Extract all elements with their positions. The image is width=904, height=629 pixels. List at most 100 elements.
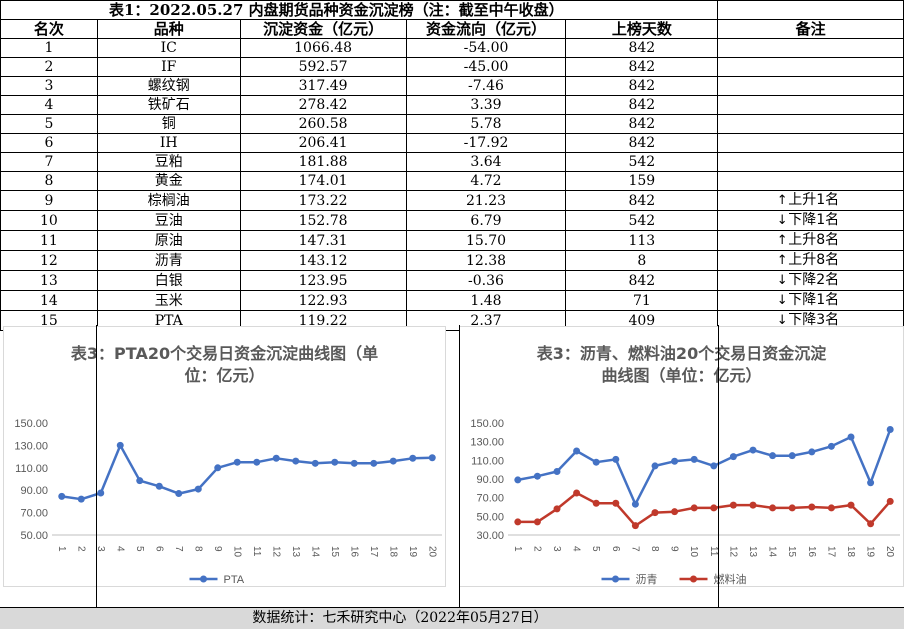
product-cell: IH — [96, 133, 241, 153]
rank-cell: 1 — [0, 38, 98, 58]
data-point — [573, 489, 581, 497]
data-point — [671, 508, 679, 516]
data-point — [311, 459, 319, 467]
legend-marker — [200, 575, 207, 583]
x-tick-label: 20 — [426, 546, 437, 558]
y-tick-label: 130.00 — [470, 437, 504, 449]
ranking-table: 表1：2022.05.27 内盘期货品种资金沉淀榜（注：截至中午收盘） 名次 品… — [0, 0, 904, 331]
table-row: 5 铜 260.58 5.78 842 — [0, 114, 904, 134]
note-text: 上升8名 — [788, 252, 840, 268]
x-tick-label: 19 — [407, 546, 418, 558]
table-title: 表1：2022.05.27 内盘期货品种资金沉淀榜（注：截至中午收盘） — [0, 0, 719, 20]
data-point — [409, 454, 417, 462]
days-cell: 542 — [565, 210, 719, 231]
data-point — [710, 504, 718, 512]
data-point — [749, 446, 757, 454]
rank-cell: 10 — [0, 210, 98, 231]
days-cell: 842 — [565, 114, 719, 134]
chart-title-line-1: 表3：PTA20个交易日资金沉淀曲线图（单 — [70, 344, 379, 363]
note-text: 下降3名 — [788, 312, 840, 328]
table-row: 4 铁矿石 278.42 3.39 842 — [0, 95, 904, 115]
data-point — [631, 522, 639, 530]
table-row: 13 白银 123.95 -0.36 842 ↓下降2名 — [0, 270, 904, 291]
note-cell — [717, 114, 904, 134]
series-line-0 — [61, 444, 433, 501]
x-tick-label: 9 — [212, 546, 223, 552]
x-tick-label: 1 — [56, 546, 67, 552]
table-row: 8 黄金 174.01 4.72 159 — [0, 171, 904, 191]
x-tick-label: 3 — [551, 546, 562, 552]
x-tick-label: 15 — [786, 546, 797, 558]
data-point — [867, 479, 875, 487]
table-title-row: 表1：2022.05.27 内盘期货品种资金沉淀榜（注：截至中午收盘） — [0, 0, 904, 20]
x-tick-label: 13 — [290, 546, 301, 558]
note-cell — [717, 152, 904, 172]
days-cell: 159 — [565, 171, 719, 191]
data-point — [331, 458, 339, 466]
flow-cell: 4.72 — [405, 171, 567, 191]
chart-title-line-1: 表3：沥青、燃料油20个交易日资金沉淀 — [536, 344, 827, 363]
footer-bar: 数据统计：七禾研究中心（2022年05月27日） — [0, 607, 904, 629]
pta-chart: 表3：PTA20个交易日资金沉淀曲线图（单 位：亿元） 50.00 70.00 90… — [3, 326, 446, 587]
header-name: 品种 — [96, 19, 241, 39]
data-point — [58, 492, 66, 500]
table-row: 15 PTA 119.22 2.37 409 ↓下降3名 — [0, 310, 904, 331]
product-cell: 铜 — [96, 114, 241, 134]
chart-title: 表3：沥青、燃料油20个交易日资金沉淀 曲线图（单位：亿元） — [460, 343, 903, 387]
rank-cell: 5 — [0, 114, 98, 134]
table-row: 9 棕榈油 173.22 21.23 842 ↑上升1名 — [0, 190, 904, 211]
data-point — [514, 518, 522, 526]
days-cell: 409 — [565, 310, 719, 331]
flow-cell: 1.48 — [405, 290, 567, 311]
rank-cell: 7 — [0, 152, 98, 172]
fund-cell: 181.88 — [239, 152, 407, 172]
note-cell: ↑上升8名 — [717, 230, 904, 251]
rank-cell: 12 — [0, 250, 98, 271]
data-point — [533, 472, 541, 480]
x-tick-label: 7 — [629, 546, 640, 552]
product-cell: 白银 — [96, 270, 241, 291]
legend-label: 燃料油 — [714, 572, 747, 586]
arrow-down-icon: ↓ — [776, 293, 788, 308]
arrow-down-icon: ↓ — [776, 273, 788, 288]
days-cell: 842 — [565, 76, 719, 96]
x-tick-label: 12 — [727, 546, 738, 558]
x-tick-label: 19 — [865, 546, 876, 558]
table-row: 12 沥青 143.12 12.38 8 ↑上升8名 — [0, 250, 904, 271]
product-cell: IF — [96, 57, 241, 77]
x-tick-label: 17 — [825, 546, 836, 558]
data-point — [867, 520, 875, 528]
chart-title-line-2: 曲线图（单位：亿元） — [601, 366, 762, 385]
fund-cell: 260.58 — [239, 114, 407, 134]
table-row: 3 螺纹钢 317.49 -7.46 842 — [0, 76, 904, 96]
data-point — [710, 462, 718, 470]
arrow-up-icon: ↑ — [776, 193, 788, 208]
data-point — [808, 448, 816, 456]
table-row: 6 IH 206.41 -17.92 842 — [0, 133, 904, 153]
data-point — [97, 489, 105, 497]
legend-marker — [690, 575, 697, 583]
product-cell: 玉米 — [96, 290, 241, 311]
flow-cell: 12.38 — [405, 250, 567, 271]
x-tick-label: 11 — [251, 546, 262, 557]
data-point — [514, 476, 522, 484]
legend-label: 沥青 — [636, 573, 658, 586]
y-tick-label: 70.00 — [20, 508, 48, 520]
header-note: 备注 — [717, 19, 904, 39]
x-tick-label: 2 — [75, 546, 86, 552]
header-flow: 资金流向（亿元） — [405, 19, 567, 39]
note-text: 上升1名 — [788, 192, 840, 208]
legend-marker — [612, 575, 619, 583]
days-cell: 842 — [565, 270, 719, 291]
data-point — [651, 509, 659, 517]
data-point — [651, 462, 659, 470]
data-point — [155, 482, 163, 490]
days-cell: 842 — [565, 38, 719, 58]
data-point — [592, 458, 600, 466]
note-cell: ↓下降1名 — [717, 290, 904, 311]
data-point — [729, 501, 737, 509]
note-cell: ↑上升1名 — [717, 190, 904, 211]
days-cell: 842 — [565, 95, 719, 115]
arrow-down-icon: ↓ — [776, 213, 788, 228]
